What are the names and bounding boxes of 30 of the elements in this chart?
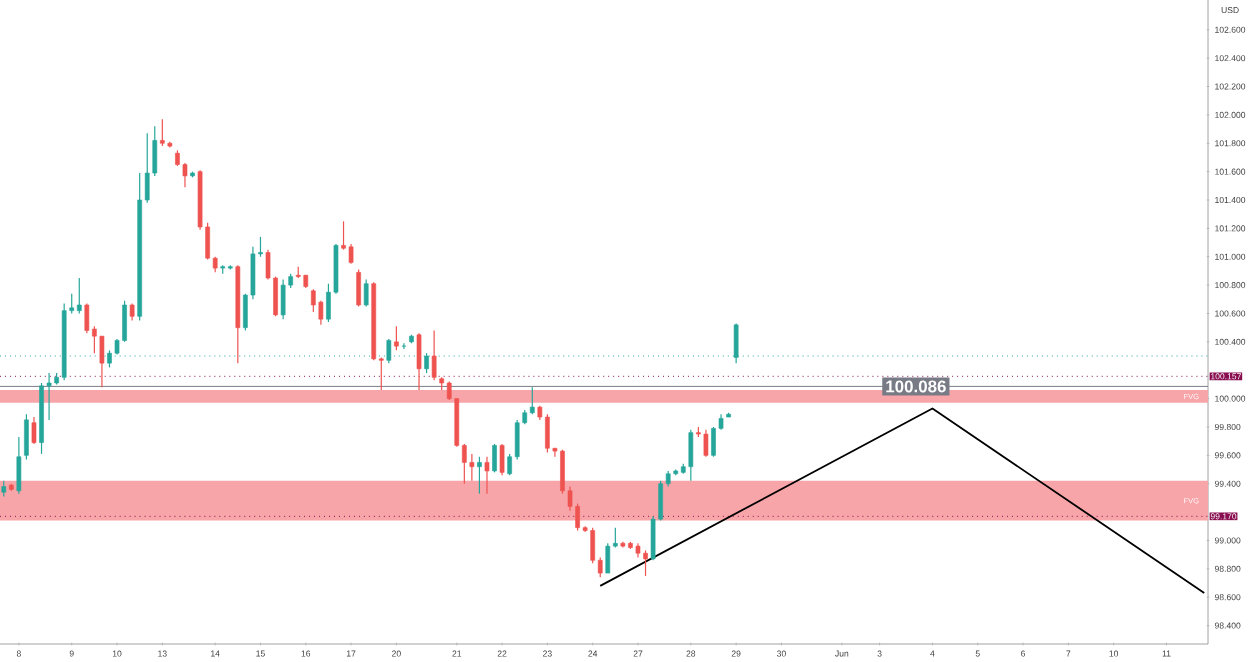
candlestick — [605, 542, 611, 574]
candlestick — [469, 453, 475, 482]
candlestick — [280, 278, 286, 320]
candlestick — [31, 416, 37, 445]
candlestick — [84, 302, 90, 334]
candlestick — [643, 549, 648, 577]
candlestick — [431, 329, 437, 381]
candlestick — [529, 386, 535, 415]
ref-line-label: 100.086 — [886, 380, 946, 393]
candlestick — [688, 429, 694, 482]
candlestick — [703, 429, 709, 458]
candlestick — [348, 243, 354, 265]
candlestick — [356, 268, 361, 307]
candlestick — [484, 456, 490, 495]
candlestick — [733, 322, 739, 364]
candlestick — [394, 325, 399, 351]
candlestick — [499, 443, 505, 476]
candlestick — [159, 118, 165, 147]
candlestick — [76, 277, 82, 315]
candlestick — [24, 413, 29, 461]
candlestick — [492, 443, 497, 473]
candlestick — [416, 332, 422, 391]
candlestick — [310, 288, 316, 313]
candlestick — [711, 426, 716, 458]
candlestick — [16, 436, 22, 495]
candlestick — [477, 456, 482, 495]
candlestick — [545, 413, 550, 454]
candlestick — [363, 278, 369, 307]
candlestick — [401, 342, 407, 350]
candlestick — [99, 335, 105, 388]
